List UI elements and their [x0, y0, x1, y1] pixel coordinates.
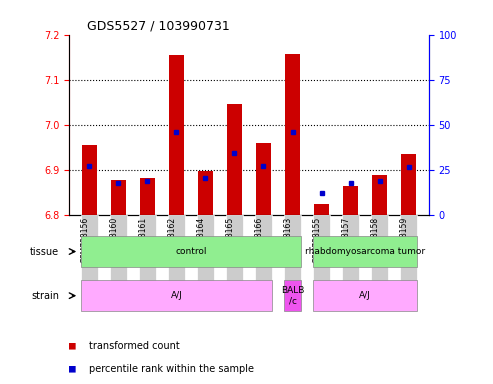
Text: GSM738159: GSM738159 [400, 217, 409, 263]
Text: GSM738155: GSM738155 [313, 217, 321, 263]
Text: A/J: A/J [171, 291, 182, 300]
Bar [111, 180, 126, 215]
Text: GSM738164: GSM738164 [196, 217, 206, 263]
Bar [197, 215, 214, 300]
Bar [198, 171, 212, 215]
Bar [400, 215, 417, 300]
Text: ■: ■ [69, 341, 76, 351]
Bar [227, 104, 242, 215]
Text: control: control [175, 247, 207, 256]
Bar [313, 236, 417, 267]
Bar [372, 175, 387, 215]
Bar [371, 215, 388, 300]
Bar [342, 215, 359, 300]
Text: GSM738162: GSM738162 [168, 217, 176, 263]
Text: tissue: tissue [30, 247, 59, 257]
Bar [82, 145, 97, 215]
Text: GSM738157: GSM738157 [342, 217, 351, 263]
Bar [255, 215, 272, 300]
Bar [284, 280, 301, 311]
Text: A/J: A/J [359, 291, 371, 300]
Bar [81, 236, 301, 267]
Bar [314, 204, 329, 215]
Text: GSM738165: GSM738165 [225, 217, 235, 263]
Bar [81, 280, 272, 311]
Text: ■: ■ [69, 364, 76, 374]
Text: GSM738160: GSM738160 [109, 217, 118, 263]
Bar [169, 55, 184, 215]
Bar [343, 186, 358, 215]
Text: transformed count: transformed count [89, 341, 179, 351]
Text: GSM738163: GSM738163 [283, 217, 292, 263]
Text: strain: strain [31, 291, 59, 301]
Text: GSM738158: GSM738158 [371, 217, 380, 263]
Bar [81, 215, 98, 300]
Bar [140, 178, 155, 215]
Bar [226, 215, 243, 300]
Text: percentile rank within the sample: percentile rank within the sample [89, 364, 254, 374]
Text: GDS5527 / 103990731: GDS5527 / 103990731 [87, 19, 230, 32]
Text: GSM738166: GSM738166 [254, 217, 263, 263]
Bar [313, 280, 417, 311]
Text: GSM738156: GSM738156 [80, 217, 89, 263]
Text: GSM738161: GSM738161 [139, 217, 147, 263]
Text: rhabdomyosarcoma tumor: rhabdomyosarcoma tumor [305, 247, 425, 256]
Bar [284, 215, 301, 300]
Bar [139, 215, 156, 300]
Text: BALB
/c: BALB /c [281, 286, 304, 305]
Bar [256, 143, 271, 215]
Bar [109, 215, 127, 300]
Bar [401, 154, 416, 215]
Bar [285, 54, 300, 215]
Bar [168, 215, 185, 300]
Bar [313, 215, 330, 300]
